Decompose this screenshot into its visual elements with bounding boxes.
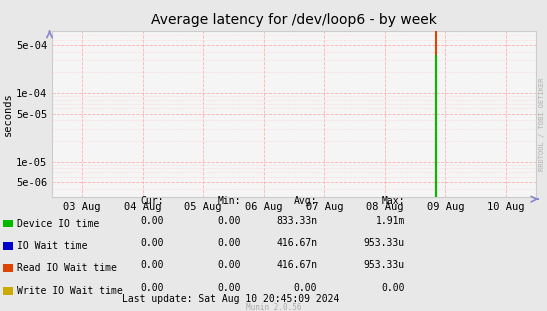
Text: Device IO time: Device IO time — [17, 219, 99, 229]
Text: 0.00: 0.00 — [217, 216, 241, 225]
Text: Write IO Wait time: Write IO Wait time — [17, 286, 123, 296]
Text: 416.67n: 416.67n — [276, 238, 317, 248]
Text: 0.00: 0.00 — [381, 283, 405, 293]
Text: Min:: Min: — [217, 196, 241, 206]
Text: RRDTOOL / TOBI OETIKER: RRDTOOL / TOBI OETIKER — [539, 78, 545, 171]
Title: Average latency for /dev/loop6 - by week: Average latency for /dev/loop6 - by week — [151, 13, 437, 27]
Text: 0.00: 0.00 — [217, 260, 241, 270]
Text: 953.33u: 953.33u — [364, 260, 405, 270]
Text: 416.67n: 416.67n — [276, 260, 317, 270]
Text: Avg:: Avg: — [294, 196, 317, 206]
Text: 0.00: 0.00 — [141, 238, 164, 248]
Text: 0.00: 0.00 — [141, 216, 164, 225]
Text: 833.33n: 833.33n — [276, 216, 317, 225]
Text: 0.00: 0.00 — [141, 260, 164, 270]
Text: 0.00: 0.00 — [217, 238, 241, 248]
Text: Last update: Sat Aug 10 20:45:09 2024: Last update: Sat Aug 10 20:45:09 2024 — [122, 294, 339, 304]
Text: IO Wait time: IO Wait time — [17, 241, 88, 251]
Text: Cur:: Cur: — [141, 196, 164, 206]
Y-axis label: seconds: seconds — [3, 92, 13, 136]
Text: 0.00: 0.00 — [141, 283, 164, 293]
Text: Munin 2.0.56: Munin 2.0.56 — [246, 303, 301, 311]
Text: 1.91m: 1.91m — [375, 216, 405, 225]
Text: 953.33u: 953.33u — [364, 238, 405, 248]
Text: 0.00: 0.00 — [217, 283, 241, 293]
Text: Max:: Max: — [381, 196, 405, 206]
Text: Read IO Wait time: Read IO Wait time — [17, 263, 117, 273]
Text: 0.00: 0.00 — [294, 283, 317, 293]
